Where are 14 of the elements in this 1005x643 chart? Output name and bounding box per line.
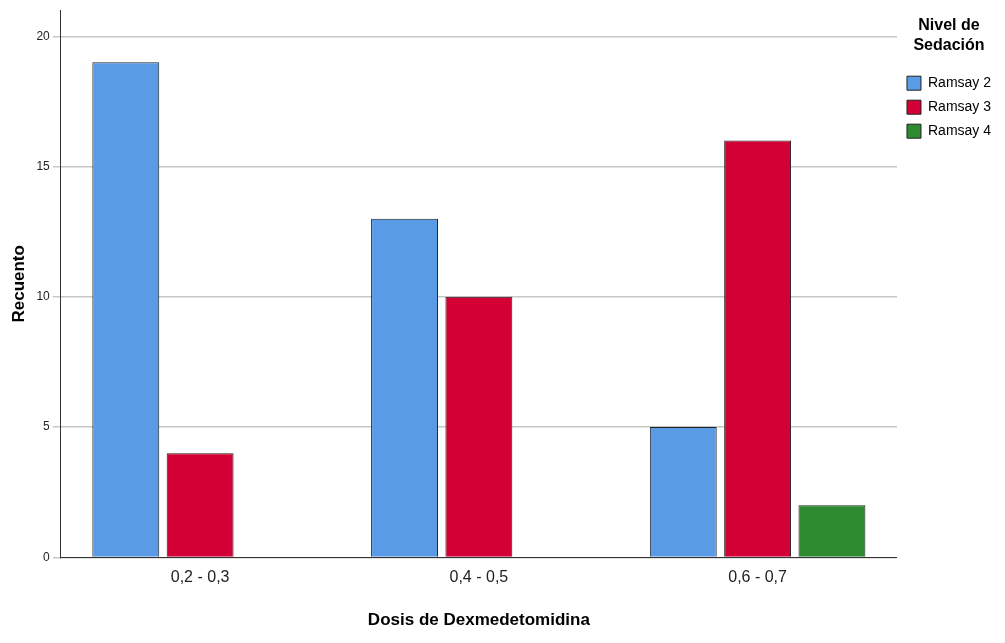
y-tick-label: 10 (36, 289, 51, 304)
x-tick-label: 0,2 - 0,3 (170, 568, 230, 586)
legend-label: Ramsay 4 (927, 122, 992, 139)
x-axis-title: Dosis de Dexmedetomidina (367, 610, 591, 630)
y-tick-label: 0 (43, 549, 51, 564)
y-tick-label: 15 (36, 158, 51, 173)
y-tick-label: 5 (43, 419, 51, 434)
legend-label: Ramsay 2 (927, 74, 992, 91)
x-tick-label: 0,6 - 0,7 (728, 568, 788, 586)
x-tick-label: 0,4 - 0,5 (449, 568, 509, 586)
legend-title: Nivel de Sedación (913, 16, 985, 53)
legend-label: Ramsay 3 (927, 98, 992, 115)
y-tick-label: 20 (36, 28, 51, 43)
y-axis-title: Recuento (8, 245, 28, 323)
